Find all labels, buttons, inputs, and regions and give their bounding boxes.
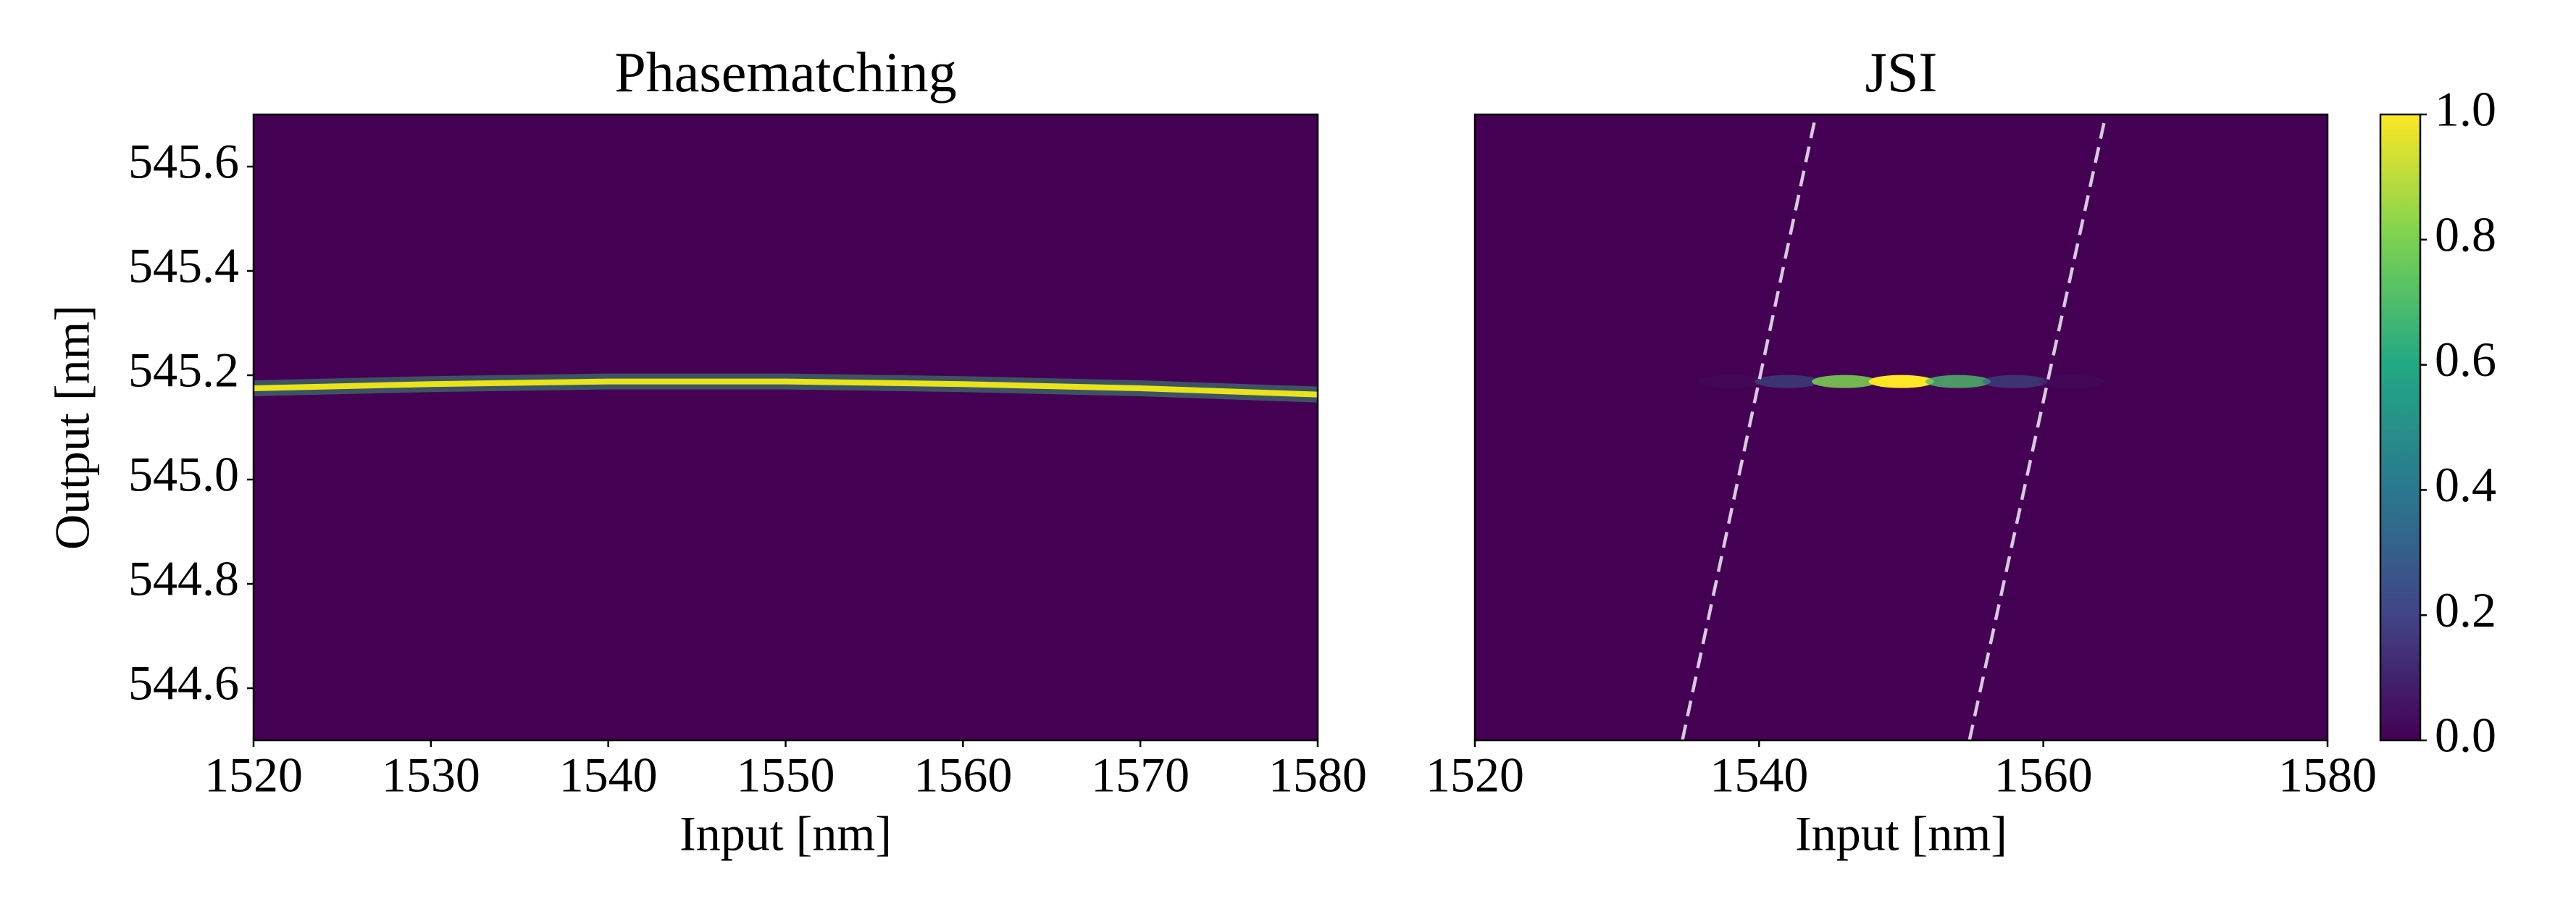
x-tick-label: 1580 <box>1268 748 1367 803</box>
colorbar-tick-label: 0.2 <box>2435 582 2496 637</box>
x-tick-label: 1540 <box>559 748 658 803</box>
jsi-blob <box>1755 375 1820 388</box>
plot-background <box>254 114 1318 740</box>
jsi-blob <box>1925 375 1991 388</box>
plot-area <box>254 373 1318 403</box>
dashed-line <box>1967 114 2108 740</box>
colorbar-tick-label: 1.0 <box>2435 82 2496 137</box>
y-tick-label: 544.8 <box>128 551 239 606</box>
jsi-blob <box>2038 375 2104 388</box>
x-tick-label: 1560 <box>913 748 1012 803</box>
x-tick-label: 1520 <box>204 748 303 803</box>
colorbar-tick-label: 0.0 <box>2435 708 2496 763</box>
dashed-line <box>1681 114 1818 740</box>
x-tick-label: 1560 <box>1994 748 2093 803</box>
jsi-blob <box>1868 375 1934 388</box>
y-tick-label: 545.2 <box>128 343 239 398</box>
x-tick-label: 1540 <box>1710 748 1808 803</box>
x-tick-label: 1580 <box>2278 748 2377 803</box>
colorbar <box>2379 113 2422 742</box>
plot-background <box>1475 114 2328 740</box>
y-tick-label: 544.6 <box>128 656 239 711</box>
y-axis-label: Output [nm] <box>45 305 100 550</box>
x-axis-label: Input [nm] <box>1795 806 2007 861</box>
colorbar-tick-label: 0.4 <box>2435 457 2496 512</box>
jsi-blob <box>1698 375 1764 388</box>
x-tick-label: 1530 <box>382 748 480 803</box>
y-tick-label: 545.4 <box>128 238 239 293</box>
plot-frame <box>1473 113 2329 742</box>
y-tick-label: 545.6 <box>128 134 239 189</box>
jsi-blob <box>1812 375 1878 388</box>
ridge <box>254 378 1318 398</box>
colorbar-tick-label: 0.6 <box>2435 332 2496 387</box>
chart-title: Phasematching <box>614 41 956 104</box>
plot-area <box>1681 114 2108 740</box>
chart-title: JSI <box>1865 41 1938 104</box>
jsi-blob <box>1982 375 2048 388</box>
colorbar-tick-label: 0.8 <box>2435 206 2496 262</box>
x-tick-label: 1570 <box>1091 748 1189 803</box>
x-axis-label: Input [nm] <box>679 806 892 861</box>
x-tick-label: 1520 <box>1426 748 1524 803</box>
y-tick-label: 545.0 <box>128 447 239 502</box>
x-tick-label: 1550 <box>737 748 835 803</box>
